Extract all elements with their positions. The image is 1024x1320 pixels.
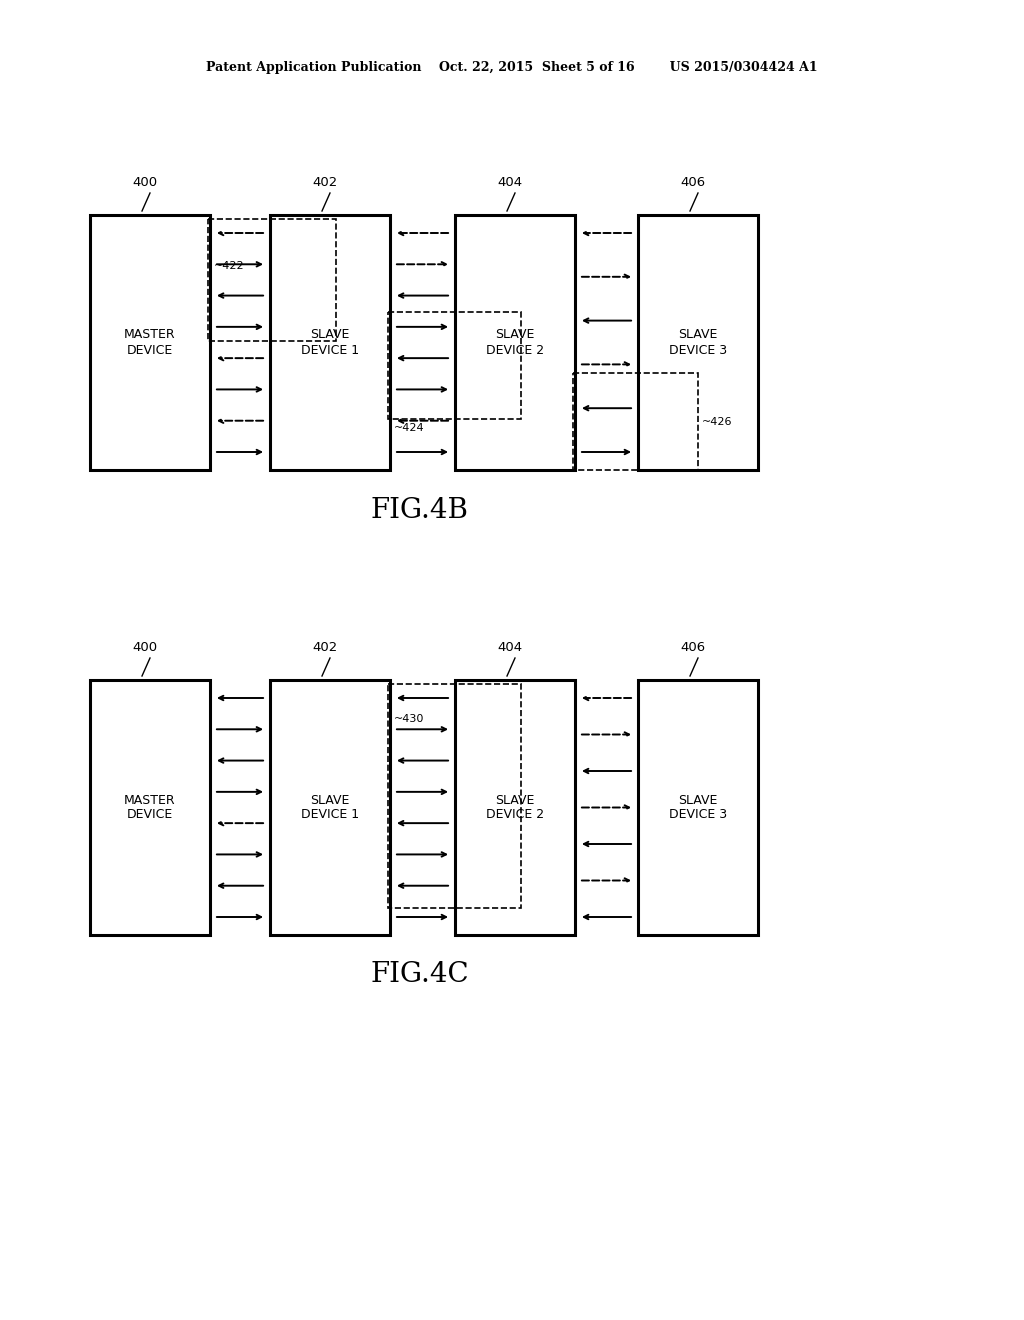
Text: 404: 404 xyxy=(498,176,522,189)
Text: MASTER
DEVICE: MASTER DEVICE xyxy=(124,793,176,821)
Text: ~422: ~422 xyxy=(214,260,245,271)
Text: FIG.4C: FIG.4C xyxy=(371,961,469,989)
Text: MASTER
DEVICE: MASTER DEVICE xyxy=(124,329,176,356)
Text: SLAVE
DEVICE 2: SLAVE DEVICE 2 xyxy=(486,329,544,356)
Text: 404: 404 xyxy=(498,642,522,653)
Text: Patent Application Publication    Oct. 22, 2015  Sheet 5 of 16        US 2015/03: Patent Application Publication Oct. 22, … xyxy=(206,62,818,74)
Bar xyxy=(638,680,758,935)
Bar xyxy=(90,680,210,935)
Text: 402: 402 xyxy=(312,176,338,189)
Text: 400: 400 xyxy=(132,642,158,653)
Text: SLAVE
DEVICE 2: SLAVE DEVICE 2 xyxy=(486,793,544,821)
Text: 406: 406 xyxy=(680,176,706,189)
Text: SLAVE
DEVICE 1: SLAVE DEVICE 1 xyxy=(301,329,359,356)
Bar xyxy=(638,215,758,470)
Text: 402: 402 xyxy=(312,642,338,653)
Text: 400: 400 xyxy=(132,176,158,189)
Bar xyxy=(573,374,698,470)
Text: ~430: ~430 xyxy=(394,714,424,723)
Bar xyxy=(90,215,210,470)
Text: FIG.4B: FIG.4B xyxy=(371,496,469,524)
Text: ~426: ~426 xyxy=(702,417,732,426)
Text: SLAVE
DEVICE 3: SLAVE DEVICE 3 xyxy=(669,793,727,821)
Bar xyxy=(208,219,336,342)
Text: 406: 406 xyxy=(680,642,706,653)
Bar xyxy=(455,215,575,470)
Bar xyxy=(388,312,521,418)
Bar xyxy=(270,215,390,470)
Bar xyxy=(388,684,521,908)
Text: ~424: ~424 xyxy=(394,422,425,433)
Bar xyxy=(270,680,390,935)
Text: SLAVE
DEVICE 1: SLAVE DEVICE 1 xyxy=(301,793,359,821)
Bar xyxy=(455,680,575,935)
Text: SLAVE
DEVICE 3: SLAVE DEVICE 3 xyxy=(669,329,727,356)
